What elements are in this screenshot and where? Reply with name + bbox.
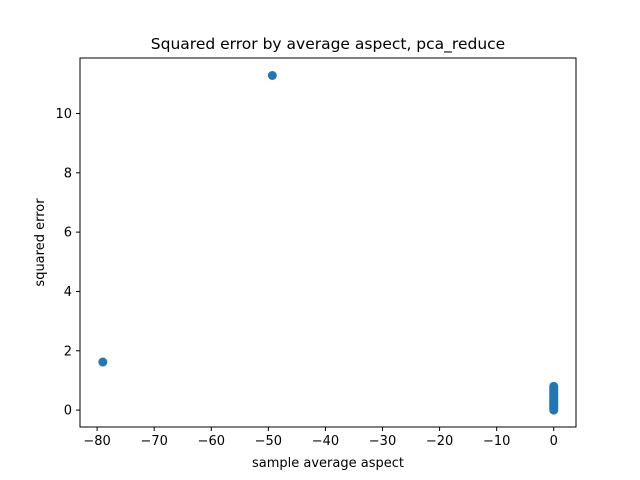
x-tick-label: −80: [83, 434, 110, 449]
x-tick-label: −40: [312, 434, 339, 449]
x-tick-label: −60: [198, 434, 225, 449]
x-tick-label: −50: [255, 434, 282, 449]
x-axis-ticks: −80 −70 −60 −50 −40 −30 −20 −10 0: [83, 427, 558, 449]
axes-frame: [79, 57, 577, 428]
x-tick-label: −20: [426, 434, 453, 449]
y-tick-label: 4: [64, 285, 72, 300]
y-axis-label: squared error: [33, 198, 48, 287]
y-tick-label: 6: [64, 226, 72, 241]
y-tick-label: 0: [64, 404, 72, 419]
x-tick-label: 0: [550, 434, 558, 449]
x-tick-label: −70: [140, 434, 167, 449]
data-point: [267, 71, 277, 81]
chart-title: Squared error by average aspect, pca_red…: [151, 35, 505, 54]
y-axis-ticks: 0 2 4 6 8 10: [55, 107, 80, 419]
y-tick-label: 10: [55, 107, 72, 122]
x-tick-label: −30: [369, 434, 396, 449]
data-points: [98, 71, 559, 415]
y-tick-label: 2: [64, 344, 72, 359]
data-point: [549, 381, 559, 391]
x-tick-label: −10: [483, 434, 510, 449]
x-axis-label: sample average aspect: [252, 456, 404, 471]
data-point: [98, 357, 108, 367]
plot-area: −80 −70 −60 −50 −40 −30 −20 −10 0 0 2 4 6 8 10: [55, 57, 577, 449]
y-tick-label: 8: [64, 166, 72, 181]
